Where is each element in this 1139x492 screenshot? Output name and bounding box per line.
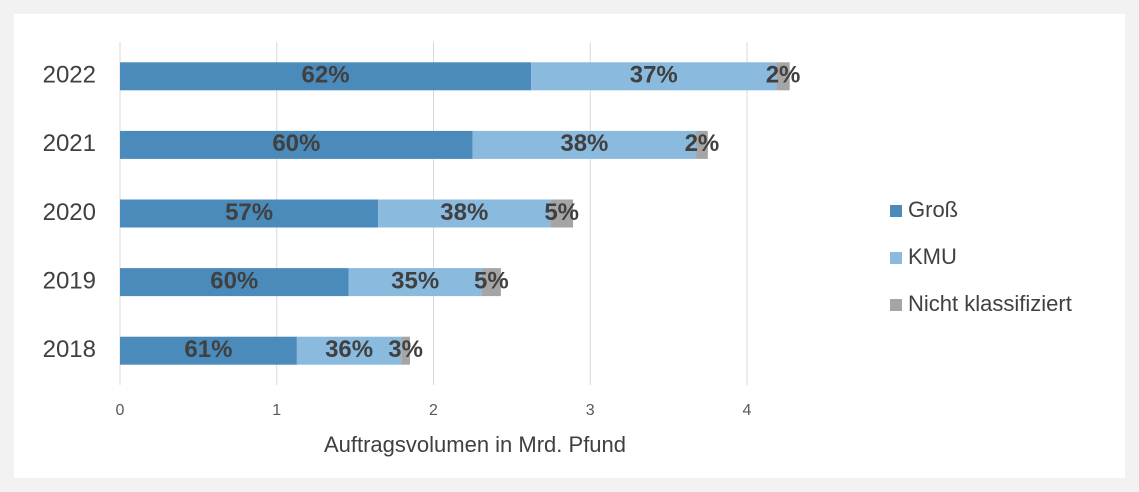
bar-segment [120, 62, 532, 91]
legend-swatch [890, 299, 902, 311]
legend-label: Nicht klassifiziert [908, 291, 1072, 316]
bar-segment [120, 336, 297, 365]
y-tick-label: 2020 [43, 199, 96, 226]
x-tick-label: 2 [429, 402, 438, 419]
bar-segment [120, 199, 379, 228]
y-tick-label: 2022 [43, 62, 96, 89]
legend-swatch [890, 205, 902, 217]
bar-segment [472, 130, 697, 159]
data-label: 57% [225, 199, 273, 226]
bar-segment [696, 130, 708, 159]
data-label: 3% [388, 336, 423, 363]
x-tick-label: 1 [272, 402, 281, 419]
bar-segment [348, 268, 482, 297]
y-tick-label: 2019 [43, 267, 96, 294]
y-tick-label: 2021 [43, 130, 96, 157]
y-tick-label: 2018 [43, 336, 96, 363]
x-tick-label: 0 [116, 402, 125, 419]
bar-segment [120, 268, 349, 297]
x-tick-label: 4 [743, 402, 752, 419]
data-label: 5% [474, 267, 509, 294]
data-label: 61% [184, 336, 232, 363]
bar-segment [378, 199, 551, 228]
data-label: 37% [630, 62, 678, 89]
data-label: 2% [766, 62, 801, 89]
x-axis-title: Auftragsvolumen in Mrd. Pfund [324, 432, 626, 457]
legend-label: Groß [908, 197, 958, 222]
bar-segment [401, 336, 410, 365]
data-label: 5% [544, 199, 579, 226]
data-label: 35% [391, 267, 439, 294]
data-label: 38% [440, 199, 488, 226]
data-label: 60% [272, 130, 320, 157]
data-label: 62% [302, 62, 350, 89]
bar-segment [550, 199, 574, 228]
bar-segment [120, 130, 473, 159]
bar-segment [531, 62, 777, 91]
x-tick-label: 3 [586, 402, 595, 419]
legend-label: KMU [908, 244, 957, 269]
bar-segment [296, 336, 402, 365]
data-label: 38% [560, 130, 608, 157]
data-label: 60% [210, 267, 258, 294]
data-label: 2% [685, 130, 720, 157]
bar-segment [776, 62, 790, 91]
legend-swatch [890, 252, 902, 264]
data-label: 36% [325, 336, 373, 363]
bar-segment [481, 268, 501, 297]
plot-background [14, 14, 1125, 478]
